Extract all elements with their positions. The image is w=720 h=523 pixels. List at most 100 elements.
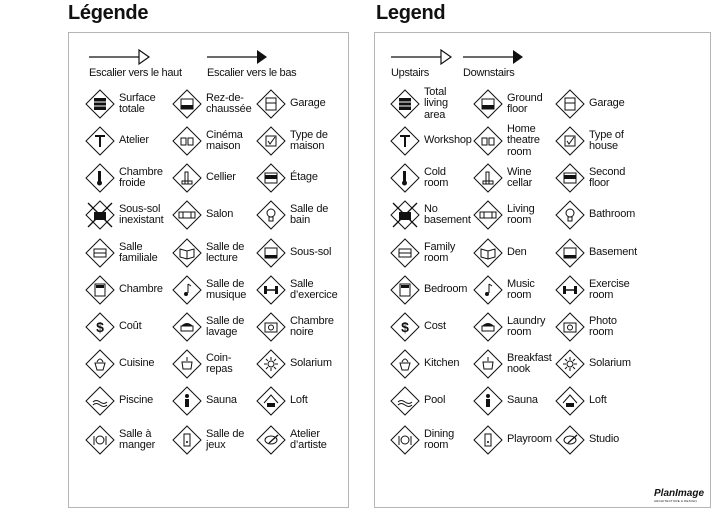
kitchen-icon bbox=[390, 349, 420, 379]
legend-item: Sauna bbox=[473, 384, 538, 418]
legend-item-label: Type of house bbox=[589, 128, 624, 152]
legend-item: Salle d’exercice bbox=[256, 273, 338, 307]
legend-item: Playroom bbox=[473, 423, 552, 457]
legend-item: Rez-de- chaussée bbox=[172, 87, 252, 121]
legend-item: Loft bbox=[555, 384, 607, 418]
breakfast-icon bbox=[473, 349, 503, 379]
legend-item: Salle à manger bbox=[85, 423, 155, 457]
legend-item: No basement bbox=[390, 198, 471, 232]
legend-item: Salle de jeux bbox=[172, 423, 244, 457]
legend-item: Photo room bbox=[555, 310, 617, 344]
legend-item-label: Salle à manger bbox=[119, 427, 156, 451]
planimage-logo: PlanImage ARCHITECTURE & DESIGN bbox=[654, 488, 705, 503]
legend-item-label: Atelier bbox=[119, 134, 149, 147]
legend-item: Salon bbox=[172, 198, 233, 232]
family-room-icon bbox=[85, 238, 115, 268]
thermometer-icon bbox=[390, 163, 420, 193]
garage-icon bbox=[555, 89, 585, 119]
legend-item: Studio bbox=[555, 423, 619, 457]
legend-item-label: Coin- repas bbox=[206, 351, 233, 375]
wine-icon bbox=[172, 163, 202, 193]
basement-icon bbox=[555, 238, 585, 268]
legend-item-label: Kitchen bbox=[424, 357, 460, 370]
legend-item: Laundry room bbox=[473, 310, 546, 344]
legend-item-label: Solarium bbox=[290, 357, 332, 370]
hammer-icon bbox=[390, 126, 420, 156]
ground-floor-icon bbox=[473, 89, 503, 119]
book-icon bbox=[473, 238, 503, 268]
legend-item-label: Chambre froide bbox=[119, 165, 163, 189]
legend-item: Cinéma maison bbox=[172, 124, 243, 158]
legend-item: Total living area bbox=[390, 85, 448, 121]
sun-icon bbox=[555, 349, 585, 379]
legend-item-label: Total living area bbox=[424, 85, 448, 121]
legend-item: Piscine bbox=[85, 384, 153, 418]
legend-item: Basement bbox=[555, 236, 637, 270]
dumbbell-icon bbox=[555, 275, 585, 305]
legend-item-label: No basement bbox=[424, 202, 471, 226]
svg-text:$: $ bbox=[401, 319, 409, 335]
legend-item: Solarium bbox=[256, 347, 332, 381]
legend-item-label: Piscine bbox=[119, 394, 154, 407]
upstairs-arrow-icon bbox=[391, 48, 453, 66]
svg-text:$: $ bbox=[96, 319, 104, 335]
dumbbell-icon bbox=[256, 275, 286, 305]
no-basement-icon bbox=[85, 200, 115, 230]
legend-item-label: Studio bbox=[589, 433, 619, 446]
legend-title-en: Legend bbox=[376, 2, 446, 24]
legend-item-label: Coût bbox=[119, 320, 142, 333]
legend-item-label: Home theatre room bbox=[507, 122, 540, 158]
legend-item-label: Sauna bbox=[206, 394, 237, 407]
legend-item: Coin- repas bbox=[172, 347, 233, 381]
family-room-icon bbox=[390, 238, 420, 268]
sofa-icon bbox=[172, 200, 202, 230]
legend-item: Home theatre room bbox=[473, 122, 540, 158]
legend-item-label: Cuisine bbox=[119, 357, 155, 370]
legend-item: Family room bbox=[390, 236, 455, 270]
kitchen-icon bbox=[85, 349, 115, 379]
bed-icon bbox=[85, 275, 115, 305]
dollar-icon: $ bbox=[85, 312, 115, 342]
legend-item: Salle de lecture bbox=[172, 236, 244, 270]
legend-item: Cuisine bbox=[85, 347, 154, 381]
legend-item: $ Cost bbox=[390, 310, 446, 344]
legend-item-label: Chambre noire bbox=[290, 314, 334, 338]
legend-item-label: Cellier bbox=[206, 171, 236, 184]
legend-item: Type de maison bbox=[256, 124, 328, 158]
legend-item-label: Salon bbox=[206, 208, 234, 221]
legend-item-label: Salle de lecture bbox=[206, 240, 245, 264]
legend-item-label: Pool bbox=[424, 394, 446, 407]
pool-icon bbox=[85, 386, 115, 416]
legend-item: Atelier bbox=[85, 124, 149, 158]
legend-item-label: Wine cellar bbox=[507, 165, 533, 189]
legend-item-label: Dining room bbox=[424, 427, 454, 451]
legend-item-label: Music room bbox=[507, 277, 535, 301]
legend-item: $ Coût bbox=[85, 310, 142, 344]
legend-item: Solarium bbox=[555, 347, 631, 381]
garage-icon bbox=[256, 89, 286, 119]
legend-item-label: Cinéma maison bbox=[206, 128, 243, 152]
legend-item: Chambre noire bbox=[256, 310, 334, 344]
book-icon bbox=[172, 238, 202, 268]
legend-item-label: Type de maison bbox=[290, 128, 328, 152]
sauna-icon bbox=[172, 386, 202, 416]
legend-title-fr: Légende bbox=[68, 2, 149, 24]
upstairs-label: Escalier vers le haut bbox=[89, 67, 182, 79]
legend-item-label: Bathroom bbox=[589, 208, 636, 221]
legend-item: Cellier bbox=[172, 161, 236, 195]
legend-item: Garage bbox=[555, 87, 625, 121]
legend-item: Music room bbox=[473, 273, 535, 307]
laundry-icon bbox=[172, 312, 202, 342]
legend-item-label: Salle de jeux bbox=[206, 427, 245, 451]
sofa-icon bbox=[473, 200, 503, 230]
legend-item-label: Surface totale bbox=[119, 91, 156, 115]
legend-item-label: Salle de bain bbox=[290, 202, 329, 226]
legend-item-label: Sauna bbox=[507, 394, 538, 407]
ground-floor-icon bbox=[172, 89, 202, 119]
dining-icon bbox=[85, 425, 115, 455]
wine-icon bbox=[473, 163, 503, 193]
legend-item: Den bbox=[473, 236, 527, 270]
legend-item: Bedroom bbox=[390, 273, 467, 307]
legend-item: Dining room bbox=[390, 423, 454, 457]
legend-panel-en bbox=[374, 32, 711, 508]
